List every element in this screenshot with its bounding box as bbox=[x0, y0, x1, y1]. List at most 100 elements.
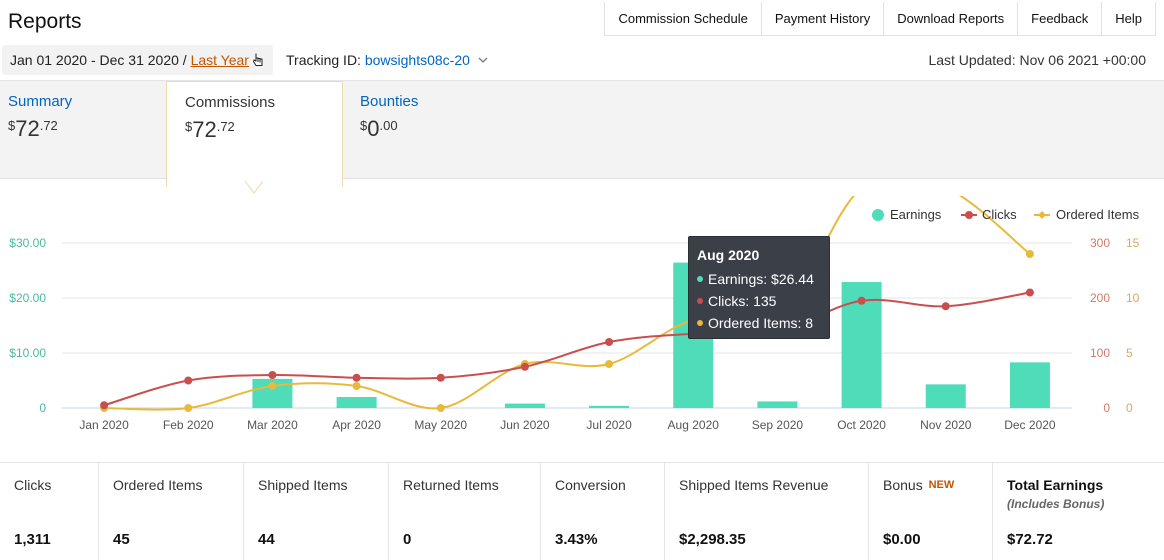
stat-clicks: Clicks 1,311 bbox=[0, 463, 99, 560]
y-right-clicks-tick-label: 0 bbox=[1103, 401, 1110, 415]
chevron-down-icon[interactable] bbox=[478, 56, 488, 64]
x-tick-label: May 2020 bbox=[414, 418, 467, 432]
tab-summary-label: Summary bbox=[8, 93, 73, 110]
stat-value: 44 bbox=[258, 531, 275, 548]
active-tab-caret bbox=[245, 181, 263, 194]
ordered-items-point bbox=[605, 360, 614, 368]
earnings-bar bbox=[757, 401, 798, 408]
x-tick-label: Jun 2020 bbox=[500, 418, 550, 432]
nav-payment-history[interactable]: Payment History bbox=[760, 2, 883, 35]
legend-ordered-label: Ordered Items bbox=[1056, 207, 1140, 222]
y-right-items-tick-label: 15 bbox=[1126, 236, 1140, 250]
stat-value: $2,298.35 bbox=[679, 531, 746, 548]
stat-label: Ordered Items bbox=[113, 477, 203, 493]
stat-total-earnings: Total Earnings (Includes Bonus) $72.72 bbox=[993, 463, 1164, 560]
y-right-items-tick-label: 5 bbox=[1126, 346, 1133, 360]
tracking-id-selector[interactable]: Tracking ID: bowsights08c-20 bbox=[286, 52, 488, 68]
clicks-point bbox=[436, 373, 445, 382]
earnings-bar bbox=[925, 384, 966, 408]
ordered-items-line bbox=[104, 174, 1031, 411]
date-range-picker[interactable]: Jan 01 2020 - Dec 31 2020 / Last Year bbox=[2, 45, 273, 75]
stat-label: Returned Items bbox=[403, 477, 499, 493]
tab-bounties-amount: $0.00 bbox=[360, 116, 398, 141]
new-badge: NEW bbox=[928, 479, 955, 491]
report-header: Reports Commission Schedule Payment Hist… bbox=[0, 0, 1164, 40]
x-tick-label: Sep 2020 bbox=[752, 418, 804, 432]
date-range-text: Jan 01 2020 - Dec 31 2020 / bbox=[10, 52, 191, 68]
nav-feedback[interactable]: Feedback bbox=[1017, 2, 1101, 35]
tab-summary[interactable]: Summary $72.72 bbox=[0, 81, 160, 180]
x-tick-label: Dec 2020 bbox=[1004, 418, 1056, 432]
stat-returned-items: Returned Items 0 bbox=[389, 463, 541, 560]
earnings-bar bbox=[336, 397, 377, 408]
y-right-items-tick-label: 10 bbox=[1126, 291, 1140, 305]
clicks-point bbox=[352, 373, 361, 382]
x-tick-label: Jan 2020 bbox=[79, 418, 129, 432]
commissions-chart: $30.00 $20.00 $10.00 0 300 200 100 0 15 10 5 0 Jan 2… bbox=[0, 174, 1164, 446]
y-left-tick-label: $30.00 bbox=[9, 236, 46, 250]
ordered-items-point bbox=[184, 404, 193, 412]
chart-tooltip: Aug 2020 Earnings: $26.44 Clicks: 135 Or… bbox=[688, 236, 830, 339]
tab-commissions-label: Commissions bbox=[185, 94, 276, 111]
tracking-id-value[interactable]: bowsights08c-20 bbox=[364, 52, 470, 68]
tab-commissions[interactable]: Commissions $72.72 bbox=[166, 81, 343, 187]
date-preset-link[interactable]: Last Year bbox=[190, 52, 249, 68]
clicks-point bbox=[184, 376, 193, 385]
stat-label: Total Earnings bbox=[1007, 477, 1104, 493]
stat-value: 1,311 bbox=[14, 531, 51, 548]
stat-label: Shipped Items Revenue bbox=[679, 477, 829, 493]
y-right-clicks-tick-label: 200 bbox=[1090, 291, 1110, 305]
last-updated-text: Last Updated: Nov 06 2021 +00:00 bbox=[928, 52, 1146, 68]
stat-sublabel: (Includes Bonus) bbox=[1007, 497, 1105, 511]
x-tick-label: Oct 2020 bbox=[837, 418, 886, 432]
y-right-clicks-tick-label: 300 bbox=[1090, 236, 1110, 250]
earnings-bar bbox=[589, 405, 630, 408]
x-tick-label: Feb 2020 bbox=[163, 418, 214, 432]
clicks-line bbox=[103, 291, 1031, 407]
ordered-items-point bbox=[1025, 250, 1034, 258]
tab-summary-amount: $72.72 bbox=[8, 116, 58, 141]
tooltip-clicks: Clicks: 135 bbox=[697, 290, 821, 312]
tab-bounties-label: Bounties bbox=[360, 93, 419, 110]
clicks-point bbox=[100, 401, 109, 410]
stat-shipped-items: Shipped Items 44 bbox=[244, 463, 389, 560]
y-right-items-tick-label: 0 bbox=[1126, 401, 1133, 415]
hand-cursor-icon bbox=[252, 53, 263, 66]
y-left-tick-label: $10.00 bbox=[9, 346, 46, 360]
stat-value: $0.00 bbox=[883, 531, 921, 548]
tab-commissions-amount: $72.72 bbox=[185, 117, 235, 142]
summary-tabs: Summary $72.72 Commissions $72.72 Bounti… bbox=[0, 80, 1164, 187]
stat-value: $72.72 bbox=[1007, 531, 1053, 548]
clicks-point bbox=[520, 362, 529, 371]
tab-bounties[interactable]: Bounties $0.00 bbox=[352, 81, 512, 180]
y-left-tick-label: 0 bbox=[39, 401, 46, 415]
earnings-bar bbox=[504, 403, 545, 408]
top-nav: Commission Schedule Payment History Down… bbox=[604, 2, 1156, 36]
x-tick-label: Apr 2020 bbox=[332, 418, 381, 432]
legend-earnings-label: Earnings bbox=[890, 207, 942, 222]
stat-value: 0 bbox=[403, 531, 412, 548]
stat-ordered-items: Ordered Items 45 bbox=[99, 463, 244, 560]
legend-earnings-marker bbox=[872, 209, 884, 221]
x-tick-label: Aug 2020 bbox=[668, 418, 720, 432]
stat-value: 45 bbox=[113, 531, 130, 548]
nav-commission-schedule[interactable]: Commission Schedule bbox=[618, 11, 748, 26]
stat-label: Shipped Items bbox=[258, 477, 348, 493]
tracking-label: Tracking ID: bbox=[286, 52, 365, 68]
stat-value: 3.43% bbox=[555, 531, 598, 548]
stat-label: Bonus NEW bbox=[883, 477, 955, 493]
ordered-items-point bbox=[436, 404, 445, 412]
legend-clicks-label: Clicks bbox=[982, 207, 1017, 222]
ordered-items-point bbox=[268, 382, 277, 390]
tooltip-earnings: Earnings: $26.44 bbox=[697, 268, 821, 290]
clicks-point bbox=[857, 296, 866, 305]
nav-help[interactable]: Help bbox=[1101, 2, 1155, 35]
tooltip-title: Aug 2020 bbox=[697, 247, 760, 263]
y-right-clicks-tick-label: 100 bbox=[1090, 346, 1110, 360]
page-title: Reports bbox=[8, 10, 82, 33]
stat-shipped-revenue: Shipped Items Revenue $2,298.35 bbox=[665, 463, 869, 560]
stat-conversion: Conversion 3.43% bbox=[541, 463, 665, 560]
clicks-point bbox=[941, 302, 950, 311]
x-tick-label: Nov 2020 bbox=[920, 418, 972, 432]
nav-download-reports[interactable]: Download Reports bbox=[883, 2, 1017, 35]
